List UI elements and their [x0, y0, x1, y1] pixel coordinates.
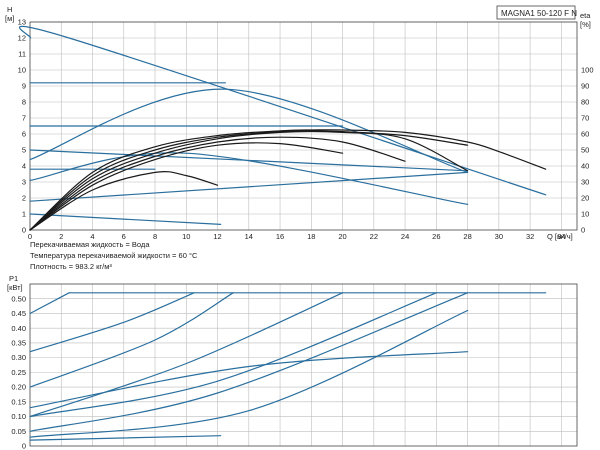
power-curve-blue [29, 292, 70, 315]
x-tick-label: 2 [59, 232, 63, 241]
fluid-note-liquid: Перекачиваемая жидкость = Вода [30, 240, 150, 249]
x-tick-label: 26 [432, 232, 440, 241]
y-tick-label: 12 [18, 34, 26, 43]
power-curve-blue [29, 351, 469, 409]
y-tick-label: 5 [22, 146, 26, 155]
x-tick-label: 8 [153, 232, 157, 241]
y-tick-label: 0.25 [11, 368, 26, 377]
power-curve-blue [29, 292, 195, 353]
y2-tick-label: 60 [581, 130, 589, 139]
x-tick-label: 4 [90, 232, 94, 241]
y2-tick-label: 80 [581, 98, 589, 107]
x-tick-label: 6 [122, 232, 126, 241]
x-tick-label: 18 [307, 232, 315, 241]
fluid-notes: Перекачиваемая жидкость = Вода Температу… [30, 240, 198, 271]
y-tick-label: 0.30 [11, 353, 26, 362]
y-tick-label: 4 [22, 162, 26, 171]
y2-tick-label: 20 [581, 194, 589, 203]
y2-tick-label: 50 [581, 146, 589, 155]
y-tick-label: 0.05 [11, 427, 26, 436]
y-tick-label: 13 [18, 18, 26, 27]
y-axis-label: H [7, 5, 12, 14]
y2-tick-label: 30 [581, 178, 589, 187]
y-tick-label: 7 [22, 114, 26, 123]
power-curve-blue [29, 435, 222, 441]
y2-tick-label: 100 [581, 66, 594, 75]
y-tick-label: 6 [22, 130, 26, 139]
y2-tick-label: 10 [581, 210, 589, 219]
y-tick-label: 9 [22, 82, 26, 91]
y-tick-label: 0.15 [11, 397, 26, 406]
y-tick-label: 11 [18, 50, 26, 59]
y-tick-label: 3 [22, 178, 26, 187]
power-curve-blue [29, 292, 234, 388]
fluid-note-temperature: Температура перекачиваемой жидкости = 60… [30, 251, 198, 260]
power-curve-blue [29, 309, 469, 438]
y-tick-label: 1 [22, 210, 26, 219]
x-tick-label: 28 [463, 232, 471, 241]
model-label: MAGNA1 50-120 F N [501, 9, 577, 18]
head-curve-black [29, 142, 344, 231]
power-chart: 0 0.05 0.10 0.15 0.20 0.25 0.30 0.35 0.40 0.45 0.5… [7, 274, 578, 450]
y-tick-label: 0 [22, 226, 26, 235]
y-tick-label: 0.10 [11, 412, 26, 421]
y-tick-label: 10 [18, 66, 26, 75]
y-tick-label: 0.35 [11, 339, 26, 348]
x-tick-label: 12 [213, 232, 221, 241]
head-curve-black [29, 170, 219, 231]
y2-tick-label: 90 [581, 82, 589, 91]
y2-axis-label: eta [580, 11, 591, 20]
head-curve-black [29, 129, 547, 231]
x-tick-label: 16 [276, 232, 284, 241]
x-tick-label: 24 [401, 232, 409, 241]
head-curve-blue [18, 25, 547, 196]
head-curve-black [29, 130, 469, 231]
x-tick-label: 34 [557, 232, 565, 241]
y2-axis-unit: [%] [580, 20, 591, 29]
y-tick-label: 0 [22, 442, 26, 450]
y2-tick-label: 70 [581, 114, 589, 123]
plot-frame [29, 283, 578, 447]
x-tick-label: 32 [526, 232, 534, 241]
y2-tick-label: 40 [581, 162, 589, 171]
x-tick-label: 22 [370, 232, 378, 241]
y-tick-label: 2 [22, 194, 26, 203]
y-axis-label: P1 [9, 274, 18, 283]
x-tick-label: 20 [338, 232, 346, 241]
power-curve-blue [29, 292, 469, 432]
fluid-note-density: Плотность = 983.2 кг/м³ [30, 262, 112, 271]
x-tick-label: 0 [28, 232, 32, 241]
head-curve-black [29, 136, 406, 231]
power-curve-blue [29, 292, 437, 418]
head-curve-blue [29, 171, 469, 202]
x-tick-label: 30 [495, 232, 503, 241]
x-tick-label: 10 [182, 232, 190, 241]
x-tick-label: 14 [245, 232, 253, 241]
y2-tick-label: 0 [581, 226, 585, 235]
model-box: MAGNA1 50-120 F N [496, 5, 577, 20]
power-curve-blue [29, 292, 344, 418]
y-tick-label: 0.50 [11, 294, 26, 303]
head-curve-blue [29, 88, 469, 173]
y-tick-label: 0.20 [11, 383, 26, 392]
y-tick-label: 0.45 [11, 309, 26, 318]
head-curve-black [29, 130, 469, 231]
y-tick-label: 0.40 [11, 324, 26, 333]
head-curve-blue [29, 149, 469, 172]
y-tick-label: 8 [22, 98, 26, 107]
y-axis-unit: [кВт] [7, 283, 23, 292]
head-curve-blue [29, 213, 222, 225]
x-axis-label: Q [м³/ч] [547, 232, 573, 241]
y-axis-unit: [м] [5, 14, 14, 23]
